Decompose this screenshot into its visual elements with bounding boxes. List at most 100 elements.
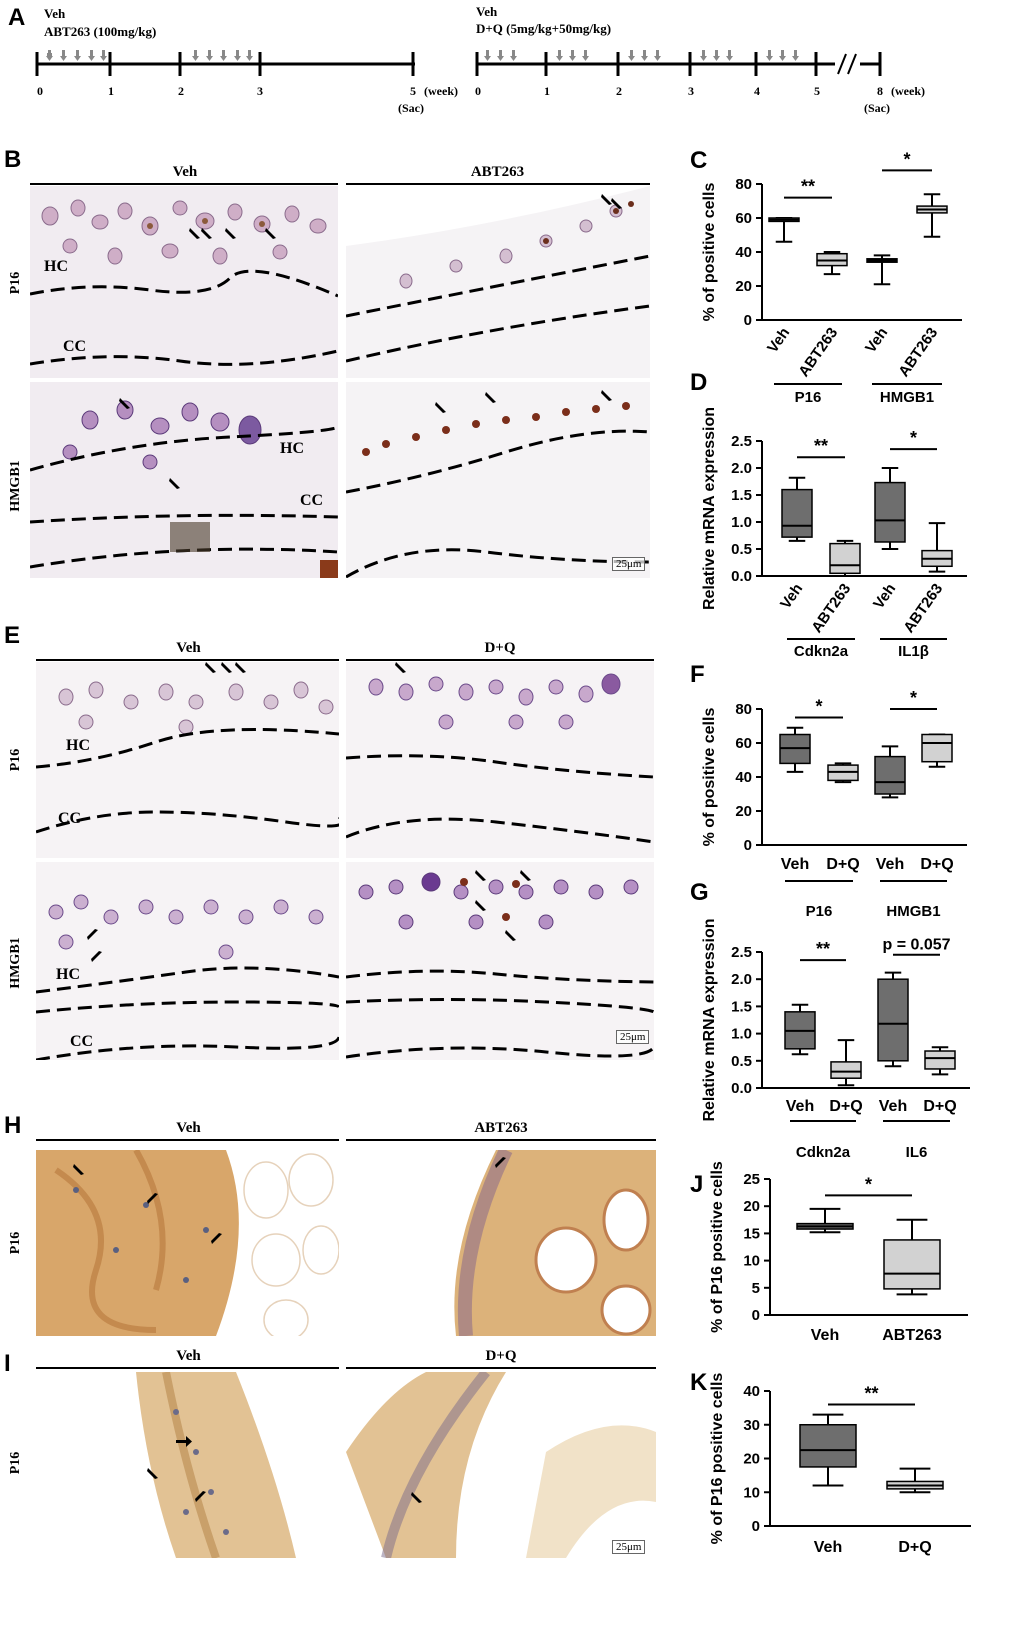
y-axis-label: % of P16 positive cells — [709, 1373, 726, 1545]
timeline-right-tick: 2 — [616, 84, 622, 98]
y-tick-label: 10 — [743, 1253, 760, 1270]
timeline-diagram — [35, 50, 882, 76]
timeline-left-tick: 0 — [37, 84, 43, 98]
panel-letter: G — [690, 879, 709, 906]
group-label: HMGB1 — [886, 903, 940, 920]
timeline-right-unit: (week) — [891, 84, 925, 98]
y-axis-label: Relative mRNA expression — [701, 407, 718, 610]
category-label: Veh — [814, 1539, 842, 1556]
panel-letter-a: A — [8, 4, 26, 31]
category-label: ABT263 — [895, 325, 941, 381]
category-label: D+Q — [826, 856, 859, 873]
title-underline — [346, 183, 650, 185]
y-tick-label: 0.0 — [731, 568, 752, 585]
timeline-right-tick: 5 — [814, 84, 820, 98]
title-underline — [36, 1139, 339, 1141]
significance-label: * — [910, 688, 917, 708]
micrograph-e-dq-hmgb1 — [346, 862, 654, 1060]
box-iqr — [874, 481, 906, 543]
micrograph-e-veh-hmgb1 — [36, 862, 339, 1060]
micrograph-b-veh-hmgb1 — [30, 382, 338, 578]
micrograph-e-dq-p16 — [346, 662, 654, 858]
y-tick-label: 1.5 — [731, 998, 752, 1015]
title-underline — [36, 659, 339, 661]
micrograph-i-dq-p16 — [346, 1372, 656, 1558]
micrograph-h-abt263-p16 — [346, 1150, 656, 1336]
category-label: Veh — [811, 1327, 839, 1344]
y-axis-label: % of positive cells — [701, 708, 718, 847]
group-label: IL6 — [906, 1144, 928, 1161]
timeline-left-unit: (week) — [424, 84, 458, 98]
panel-letter-i: I — [4, 1350, 11, 1377]
timeline-right-line1: Veh — [476, 4, 498, 19]
y-tick-label: 60 — [735, 210, 752, 227]
y-tick-label: 0.0 — [731, 1080, 752, 1097]
timeline-right-tick: 3 — [688, 84, 694, 98]
timeline-right-sac: (Sac) — [864, 101, 890, 115]
column-title: Veh — [176, 1348, 201, 1364]
column-title: D+Q — [485, 1348, 517, 1364]
panel-letter: J — [690, 1171, 703, 1198]
title-underline — [346, 1139, 656, 1141]
column-title: Veh — [176, 1120, 201, 1136]
category-label: D+Q — [920, 856, 953, 873]
scale-bar: 25μm — [612, 557, 646, 571]
category-label: Veh — [876, 856, 904, 873]
y-tick-label: 5 — [752, 1280, 760, 1297]
micrograph-i-veh-p16 — [36, 1372, 339, 1558]
column-title: ABT263 — [470, 164, 525, 180]
y-tick-label: 15 — [743, 1225, 760, 1242]
y-tick-label: 20 — [743, 1451, 760, 1468]
region-label-cc: CC — [63, 338, 87, 355]
title-underline — [36, 1367, 339, 1369]
timeline-left-line2: ABT263 (100mg/kg) — [44, 24, 157, 39]
region-label-hc: HC — [56, 966, 80, 983]
group-label: P16 — [806, 903, 833, 920]
micrograph-e-veh-p16 — [36, 662, 339, 858]
box-iqr — [883, 1239, 941, 1290]
panel-letter: F — [690, 661, 705, 688]
timeline-right-tick: 0 — [475, 84, 481, 98]
group-label: Cdkn2a — [796, 1144, 851, 1161]
group-label: Cdkn2a — [794, 643, 849, 660]
box-iqr — [829, 542, 861, 575]
significance-label: * — [903, 149, 910, 169]
y-tick-label: 1.5 — [731, 487, 752, 504]
micrograph-b-veh-p16 — [30, 186, 338, 378]
panel-letter-b: B — [4, 146, 22, 173]
group-label: IL1β — [898, 643, 929, 660]
y-tick-label: 20 — [735, 803, 752, 820]
group-label: HMGB1 — [880, 389, 934, 406]
y-axis-label: % of positive cells — [701, 183, 718, 322]
significance-label: * — [865, 1174, 872, 1194]
y-tick-label: 25 — [743, 1171, 760, 1188]
significance-label: p = 0.057 — [882, 937, 950, 954]
scale-bar: 25μm — [612, 1540, 646, 1554]
category-label: Veh — [879, 1098, 907, 1115]
y-tick-label: 0 — [752, 1518, 760, 1535]
y-tick-label: 0 — [744, 837, 752, 854]
timeline-right-tick: 1 — [544, 84, 550, 98]
group-label: P16 — [795, 389, 822, 406]
panel-letter: D — [690, 369, 707, 396]
region-label-hc: HC — [66, 737, 90, 754]
timeline-left-tick: 5 — [410, 84, 416, 98]
box-iqr — [924, 1050, 956, 1070]
significance-label: ** — [814, 436, 828, 456]
box-iqr — [830, 1061, 862, 1079]
box-iqr — [799, 1424, 857, 1468]
category-label: ABT263 — [795, 325, 841, 381]
y-tick-label: 40 — [743, 1383, 760, 1400]
timeline-right-tick: 8 — [877, 84, 883, 98]
category-label: D+Q — [829, 1098, 862, 1115]
category-label: Veh — [786, 1098, 814, 1115]
region-label-hc: HC — [44, 258, 68, 275]
y-tick-label: 2.0 — [731, 460, 752, 477]
y-axis-label: Relative mRNA expression — [701, 918, 718, 1121]
box-iqr — [877, 978, 909, 1062]
title-underline — [30, 183, 338, 185]
y-tick-label: 2.0 — [731, 971, 752, 988]
micrograph-b-abt263-p16 — [346, 186, 650, 378]
category-label: ABT263 — [808, 581, 854, 637]
